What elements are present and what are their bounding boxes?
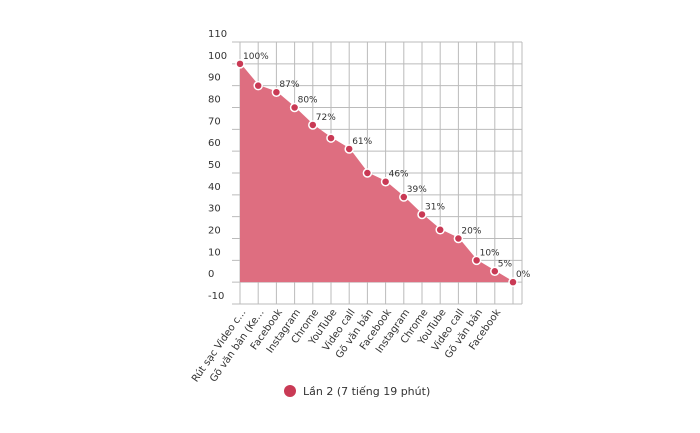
y-tick-label: 40 xyxy=(208,182,221,193)
y-tick-label: -10 xyxy=(208,291,224,302)
data-label: 61% xyxy=(352,137,372,147)
point xyxy=(471,255,482,266)
legend: Lần 2 (7 tiếng 19 phút) xyxy=(284,385,430,398)
point xyxy=(490,266,500,276)
y-tick-label: 100 xyxy=(208,51,227,62)
y-tick-label: 30 xyxy=(208,204,221,215)
data-label: 39% xyxy=(407,185,427,195)
data-label: 72% xyxy=(316,113,336,123)
point xyxy=(380,176,391,187)
y-tick-label: 60 xyxy=(208,138,221,149)
data-label: 87% xyxy=(279,80,299,90)
data-label: 5% xyxy=(498,259,513,269)
point xyxy=(435,225,445,235)
data-label: 46% xyxy=(389,170,409,180)
y-tick-label: 90 xyxy=(208,73,221,84)
point xyxy=(308,120,318,130)
y-tick-label: 10 xyxy=(208,247,221,258)
data-label: 10% xyxy=(480,248,500,258)
point xyxy=(417,209,427,220)
y-tick-label: 0 xyxy=(208,269,214,280)
y-tick-label: 50 xyxy=(208,160,221,171)
data-label: 31% xyxy=(425,202,445,212)
data-label: 80% xyxy=(298,96,318,106)
point xyxy=(326,133,336,143)
point xyxy=(235,59,245,69)
point xyxy=(362,168,373,178)
y-tick-label: 20 xyxy=(208,226,221,237)
area xyxy=(240,63,513,283)
legend-marker xyxy=(284,385,296,397)
point xyxy=(399,192,409,202)
point xyxy=(344,144,354,154)
y-tick-label: 70 xyxy=(208,116,221,127)
point xyxy=(453,233,464,244)
line xyxy=(239,63,514,283)
point xyxy=(508,277,518,287)
data-label: 100% xyxy=(243,52,269,62)
point xyxy=(253,80,263,91)
data-label: 20% xyxy=(461,227,481,237)
point xyxy=(271,87,282,97)
data-label: 0% xyxy=(516,270,531,280)
legend-label: Lần 2 (7 tiếng 19 phút) xyxy=(303,385,430,398)
y-tick-label: 110 xyxy=(208,29,227,40)
y-tick-label: 80 xyxy=(208,95,221,106)
point xyxy=(289,102,300,113)
